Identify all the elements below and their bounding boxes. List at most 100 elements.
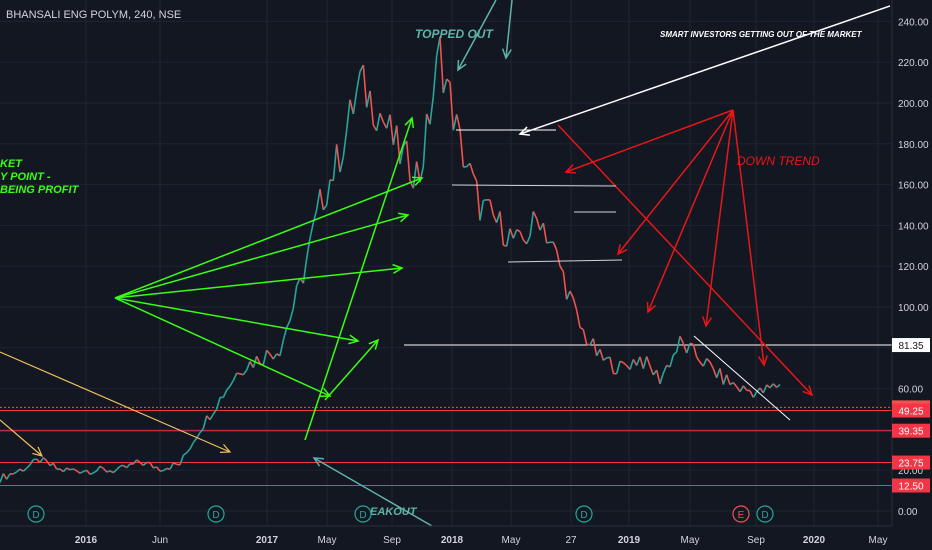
- white-arrow: [519, 5, 891, 135]
- price-segment: [569, 290, 575, 299]
- price-segment: [582, 329, 588, 345]
- price-segment: [655, 370, 661, 385]
- price-segment: [405, 140, 411, 181]
- price-segment: [272, 353, 278, 360]
- x-tick-label: Sep: [747, 535, 765, 546]
- x-tick-label: May: [681, 535, 700, 546]
- price-segment: [232, 372, 238, 381]
- price-segment: [229, 380, 235, 387]
- x-tick-label: May: [502, 535, 521, 546]
- price-segment: [489, 199, 495, 216]
- x-tick-label: Sep: [383, 535, 401, 546]
- price-segment: [12, 471, 18, 475]
- price-segment: [736, 386, 741, 393]
- price-segment: [179, 454, 185, 466]
- green-arrow-head: [404, 116, 415, 129]
- price-segment: [315, 189, 321, 210]
- price-segment: [169, 462, 175, 470]
- y-tick-label: 120.00: [898, 262, 929, 273]
- price-segment: [66, 467, 71, 471]
- price-level-value: 81.35: [898, 341, 923, 352]
- price-segment: [2, 473, 8, 480]
- breakout-label: EAKOUT: [370, 506, 418, 518]
- red-arrow: [557, 124, 813, 396]
- price-segment: [26, 464, 31, 469]
- price-segment: [39, 457, 44, 464]
- price-segment: [505, 228, 511, 247]
- teal-arrow: [505, 0, 513, 59]
- red-arrow: [705, 109, 734, 327]
- price-segment: [355, 71, 361, 92]
- price-segment: [79, 470, 84, 474]
- price-segment: [189, 442, 195, 450]
- price-segment: [149, 462, 155, 469]
- price-segment: [42, 457, 48, 462]
- x-tick-label: 2020: [803, 535, 826, 546]
- price-segment: [702, 358, 708, 367]
- price-segment: [752, 391, 758, 398]
- price-segment: [249, 361, 255, 368]
- price-segment: [412, 161, 418, 189]
- price-segment: [352, 90, 358, 115]
- price-segment: [642, 356, 648, 369]
- price-segment: [722, 374, 728, 385]
- price-segment: [199, 428, 204, 434]
- price-segment: [449, 82, 455, 131]
- price-segment: [392, 125, 398, 145]
- price-segment: [689, 342, 694, 346]
- price-segment: [459, 129, 465, 168]
- price-segment: [552, 241, 558, 251]
- price-segment: [429, 96, 435, 125]
- price-segment: [156, 466, 161, 472]
- event-marker-circle: [575, 505, 593, 523]
- price-segment: [89, 472, 94, 476]
- price-segment: [695, 356, 701, 363]
- price-segment: [732, 382, 738, 388]
- y-tick-label: 220.00: [898, 58, 929, 69]
- price-segment: [669, 354, 675, 368]
- price-segment: [472, 173, 478, 182]
- price-segment: [535, 218, 541, 231]
- price-segment: [239, 373, 244, 376]
- price-segment: [679, 335, 685, 344]
- x-tick-label: May: [869, 535, 888, 546]
- price-segment: [212, 408, 218, 415]
- price-segment: [83, 469, 87, 473]
- price-segment: [126, 463, 131, 469]
- price-segment: [16, 468, 21, 473]
- price-segment: [302, 258, 308, 284]
- green-arrow: [304, 117, 413, 441]
- y-tick-label: 20.00: [898, 466, 923, 477]
- x-tick-label: 2019: [618, 535, 641, 546]
- price-series: [0, 36, 781, 483]
- trendline: [693, 335, 791, 421]
- price-segment: [455, 114, 461, 130]
- price-segment: [192, 437, 198, 444]
- price-segment: [332, 144, 338, 181]
- price-segment: [519, 231, 525, 241]
- yellow-arrow-head: [32, 446, 44, 457]
- price-segment: [322, 204, 328, 211]
- price-level-badge: [892, 423, 930, 438]
- price-axis[interactable]: 0.0020.0040.0060.0080.00100.00120.00140.…: [891, 0, 932, 550]
- price-segment: [139, 461, 144, 466]
- price-segment: [92, 470, 98, 474]
- price-segment: [645, 356, 651, 367]
- red-arrow-head: [564, 164, 577, 174]
- price-segment: [176, 463, 181, 466]
- price-segment: [635, 356, 641, 366]
- price-segment: [153, 466, 157, 469]
- price-segment: [262, 350, 268, 365]
- support-line: [451, 184, 617, 187]
- price-segment: [602, 357, 608, 361]
- time-axis[interactable]: 2016 Jun 2017 May Sep 2018 May 27 2019 May Sep 2020…: [0, 525, 892, 546]
- price-segment: [142, 461, 148, 466]
- price-segment: [242, 369, 248, 376]
- price-segment: [675, 336, 681, 353]
- price-segment: [96, 465, 101, 472]
- price-segment: [106, 470, 111, 473]
- teal-arrow: [313, 457, 433, 527]
- green-arrow: [324, 339, 379, 401]
- y-tick-label: 100.00: [898, 303, 929, 314]
